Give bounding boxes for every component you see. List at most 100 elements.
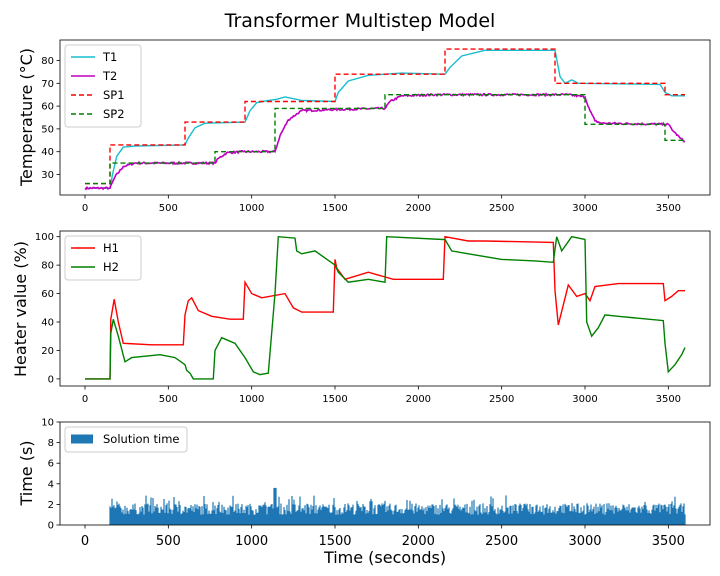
solution-time-bar (618, 507, 620, 525)
solution-time-bar (321, 507, 323, 525)
solution-time-bar (571, 503, 573, 525)
y-tick-label: 2 (48, 500, 54, 511)
solution-time-bar (523, 504, 525, 525)
solution-time-bar (224, 509, 226, 525)
solution-time-bar (421, 506, 423, 525)
solution-time-bar (351, 507, 353, 525)
solution-time-bar (201, 506, 203, 525)
solution-time-bar (363, 506, 365, 525)
solution-time-bar (275, 487, 277, 525)
solution-time-bar (289, 511, 291, 525)
solution-time-bar (608, 503, 610, 525)
solution-time-bar (267, 507, 269, 525)
solution-time-bar (498, 513, 500, 525)
solution-time-bar (240, 507, 242, 525)
solution-time-bar (353, 514, 355, 525)
temperature-plot-area (84, 48, 686, 191)
solution-time-bar (234, 510, 236, 525)
solution-time-bar (426, 511, 428, 525)
solution-time-bar (197, 509, 199, 525)
solution-time-bar (430, 508, 432, 525)
solution-time-bar (660, 504, 662, 525)
x-tick-label: 2500 (489, 203, 514, 214)
solution-time-bar (338, 509, 340, 525)
solution-time-bar (494, 509, 496, 525)
solution-time-bar (481, 514, 483, 525)
solution-time-bar (343, 507, 345, 525)
solution-time-bar (110, 507, 112, 525)
solution-time-bar (470, 514, 472, 525)
legend-label: SP2 (103, 107, 125, 121)
solution-time-bar (123, 514, 125, 525)
solution-time-bar (557, 511, 559, 525)
solution-time-bar (668, 504, 670, 525)
solution-time-bar (112, 506, 114, 525)
solution-time-bar (495, 513, 497, 525)
solution-time-bar (447, 509, 449, 525)
solution-time-bar (142, 507, 144, 525)
solution-time-bar (528, 511, 530, 525)
solution-time-bar (265, 505, 267, 525)
solution-time-bar (388, 505, 390, 525)
solution-time-bar (262, 505, 264, 525)
solution-time-bar (399, 508, 401, 525)
solution-time-bar (500, 509, 502, 525)
solution-time-bar (374, 505, 376, 525)
solution-time-bar (413, 513, 415, 525)
solution-time-bar (389, 503, 391, 525)
solution-time-bar (278, 496, 280, 525)
heater-axes-frame (59, 230, 711, 387)
solution-time-bar (377, 505, 379, 525)
solution-time-bar (300, 511, 302, 525)
y-tick-label: 60 (41, 289, 54, 300)
solution-time-bar (546, 504, 548, 525)
solution-time-bar (461, 508, 463, 525)
solution-time-bar (424, 513, 426, 525)
solution-time-bar (507, 507, 509, 525)
solution-time-bar (530, 513, 532, 525)
solution-time-bar (330, 513, 332, 525)
solution-time-bar (468, 513, 470, 525)
solution-time-bar (137, 514, 139, 525)
solution-time-bar (115, 507, 117, 525)
solution-time-bar (595, 503, 597, 525)
solution-time-bar (272, 508, 274, 525)
solution-time-bar (577, 503, 579, 525)
solution-time-bar (237, 503, 239, 525)
solution-time-bar (682, 506, 684, 525)
solution-time-bar (149, 505, 151, 525)
solution-time-bar (390, 509, 392, 525)
solution-time-bar (642, 509, 644, 525)
solution-time-bar (182, 510, 184, 525)
solution-time-bar (161, 509, 163, 525)
solution-time-bar (427, 505, 429, 525)
solution-time-bar (504, 511, 506, 525)
solution-time-bar (633, 507, 635, 525)
solution-time-bar (276, 507, 278, 525)
solution-time-bar (551, 512, 553, 525)
solution-time-bar (162, 509, 164, 525)
solution-time-bar (113, 505, 115, 525)
solution-time-bar (487, 514, 489, 525)
solution-time-bar (208, 510, 210, 525)
solution-time-bar (539, 506, 541, 525)
solution-time-bar (640, 512, 642, 525)
solution-time-bar (286, 504, 288, 525)
solution-time-bar (367, 512, 369, 525)
solution-time-bar (586, 503, 588, 525)
solution-time-bar (581, 512, 583, 525)
solution-time-bar (491, 506, 493, 525)
solution-time-bar (414, 506, 416, 525)
solution-time-bar (534, 512, 536, 525)
solution-time-bar (263, 504, 265, 525)
solution-time-bar (213, 510, 215, 525)
solution-time-bar (540, 511, 542, 525)
solution-time-bar (189, 508, 191, 525)
solution-time-bar (553, 512, 555, 525)
solution-time-bar (179, 505, 181, 525)
solution-time-bar (558, 508, 560, 525)
solution-time-bar (341, 512, 343, 525)
solution-time-bar (665, 506, 667, 525)
solution-time-bar (248, 514, 250, 525)
